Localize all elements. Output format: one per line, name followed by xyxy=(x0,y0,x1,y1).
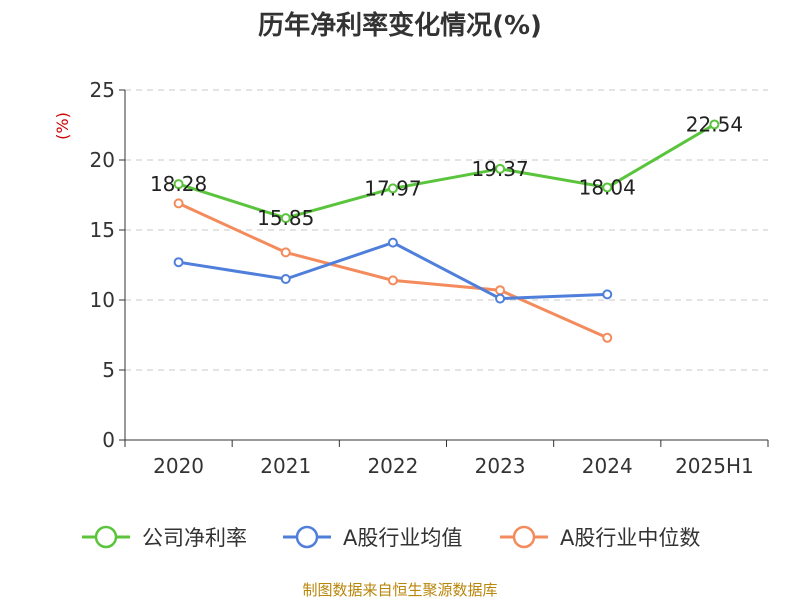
point-2-2 xyxy=(387,275,398,286)
legend-label-2: A股行业中位数 xyxy=(560,526,700,550)
data-label: 19.37 xyxy=(471,157,528,181)
chart-title: 历年净利率变化情况(%) xyxy=(258,10,542,41)
point-1-3 xyxy=(495,293,506,304)
y-axis-unit: (%) xyxy=(53,112,72,140)
point-1-4 xyxy=(602,289,613,300)
source-note: 制图数据来自恒生聚源数据库 xyxy=(302,581,497,599)
point-0-0 xyxy=(173,179,184,190)
legend-label-1: A股行业均值 xyxy=(343,526,462,550)
point-1-2 xyxy=(387,237,398,248)
legend-label-0: 公司净利率 xyxy=(142,526,247,550)
data-label: 18.28 xyxy=(150,172,207,196)
x-tick-label: 2024 xyxy=(582,454,633,478)
x-tick-label: 2023 xyxy=(475,454,526,478)
data-label: 22.54 xyxy=(686,112,743,136)
x-tick-label: 2025H1 xyxy=(675,454,754,478)
series-line-1 xyxy=(178,241,608,301)
x-tick-label: 2022 xyxy=(367,454,418,478)
series-line-2 xyxy=(177,202,608,340)
data-label: 17.97 xyxy=(364,176,421,200)
grid xyxy=(125,89,768,371)
point-0-1 xyxy=(280,213,291,224)
data-labels: 18.28 15.85 17.97 19.37 18.04 22.54 xyxy=(150,112,743,230)
legend-marker-1 xyxy=(295,525,319,549)
legend: 公司净利率 A股行业均值 A股行业中位数 xyxy=(82,525,700,550)
point-1-1 xyxy=(280,274,291,284)
series-line-0 xyxy=(178,123,716,220)
data-label: 18.04 xyxy=(579,175,636,199)
y-tick-label: 10 xyxy=(90,288,115,312)
point-2-4 xyxy=(602,332,613,343)
series-group xyxy=(173,119,720,343)
y-tick-label: 20 xyxy=(90,148,115,172)
point-1-0 xyxy=(173,257,184,268)
legend-marker-0 xyxy=(94,525,118,549)
y-tick-label: 5 xyxy=(102,358,115,382)
point-0-4 xyxy=(602,182,613,193)
point-0-2 xyxy=(387,183,398,194)
axes: 0 5 10 15 20 25 2020 2021 2022 2023 2024 2025H1 xyxy=(90,78,769,478)
point-2-3 xyxy=(495,285,506,296)
x-tick-label: 2021 xyxy=(260,454,311,478)
y-tick-label: 15 xyxy=(90,218,115,242)
x-tick-label: 2020 xyxy=(153,454,204,478)
legend-marker-2 xyxy=(512,525,536,549)
point-0-5 xyxy=(709,119,720,130)
point-2-1 xyxy=(280,247,291,258)
y-tick-label: 0 xyxy=(102,428,115,452)
data-label: 15.85 xyxy=(257,206,314,230)
point-2-0 xyxy=(173,198,184,209)
point-0-3 xyxy=(495,163,506,174)
y-tick-label: 25 xyxy=(90,78,115,102)
